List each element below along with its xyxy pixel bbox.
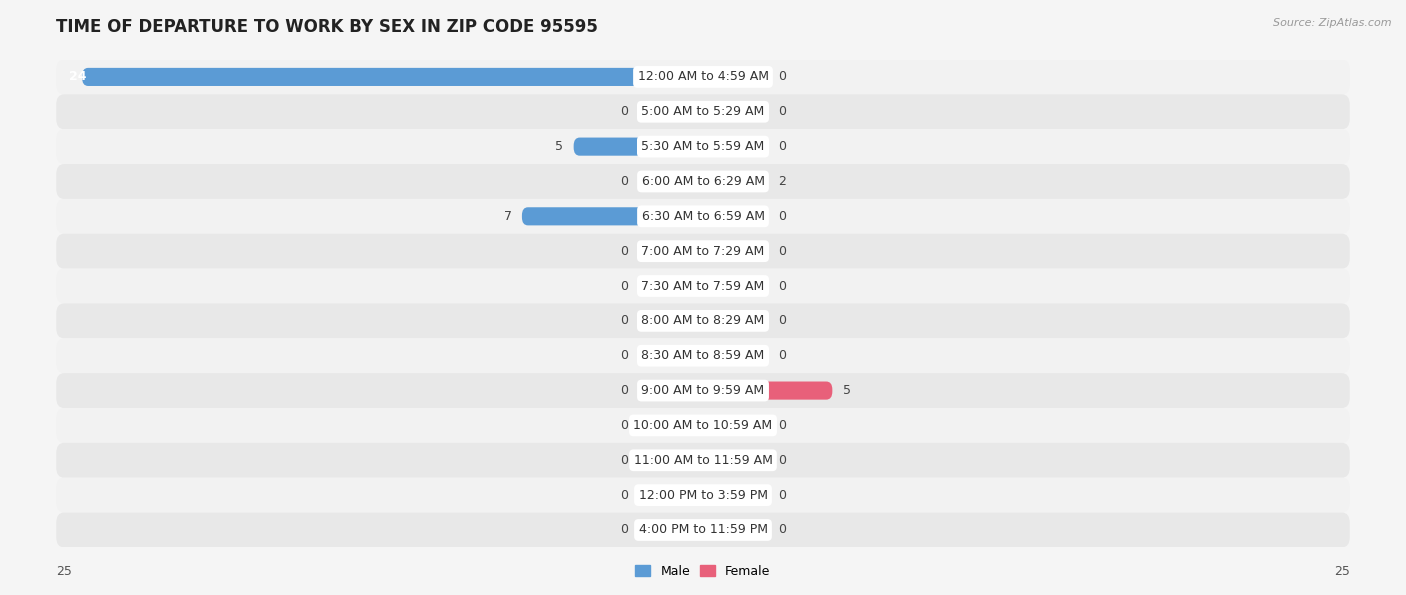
FancyBboxPatch shape (522, 207, 703, 226)
FancyBboxPatch shape (56, 512, 1350, 547)
Text: 0: 0 (778, 419, 786, 432)
FancyBboxPatch shape (638, 486, 703, 504)
Text: 0: 0 (778, 105, 786, 118)
FancyBboxPatch shape (56, 60, 1350, 95)
Text: 0: 0 (778, 70, 786, 83)
Text: 8:00 AM to 8:29 AM: 8:00 AM to 8:29 AM (641, 314, 765, 327)
FancyBboxPatch shape (638, 277, 703, 295)
Text: 5: 5 (842, 384, 851, 397)
FancyBboxPatch shape (703, 312, 768, 330)
Text: 25: 25 (56, 565, 72, 578)
Text: 0: 0 (778, 488, 786, 502)
Text: 0: 0 (620, 454, 628, 466)
Text: 0: 0 (778, 140, 786, 153)
Text: 12:00 AM to 4:59 AM: 12:00 AM to 4:59 AM (637, 70, 769, 83)
FancyBboxPatch shape (56, 478, 1350, 512)
FancyBboxPatch shape (56, 303, 1350, 339)
FancyBboxPatch shape (638, 416, 703, 434)
FancyBboxPatch shape (703, 207, 768, 226)
FancyBboxPatch shape (703, 103, 768, 121)
Text: 0: 0 (620, 175, 628, 188)
FancyBboxPatch shape (56, 164, 1350, 199)
Text: 11:00 AM to 11:59 AM: 11:00 AM to 11:59 AM (634, 454, 772, 466)
FancyBboxPatch shape (56, 443, 1350, 478)
Text: 7: 7 (503, 210, 512, 223)
Text: 10:00 AM to 10:59 AM: 10:00 AM to 10:59 AM (634, 419, 772, 432)
Text: 2: 2 (778, 175, 786, 188)
Text: 0: 0 (620, 349, 628, 362)
Text: 9:00 AM to 9:59 AM: 9:00 AM to 9:59 AM (641, 384, 765, 397)
FancyBboxPatch shape (703, 521, 768, 539)
FancyBboxPatch shape (703, 451, 768, 469)
FancyBboxPatch shape (56, 95, 1350, 129)
FancyBboxPatch shape (56, 408, 1350, 443)
Text: 0: 0 (620, 419, 628, 432)
Text: 0: 0 (620, 105, 628, 118)
Text: 6:00 AM to 6:29 AM: 6:00 AM to 6:29 AM (641, 175, 765, 188)
FancyBboxPatch shape (82, 68, 703, 86)
FancyBboxPatch shape (56, 199, 1350, 234)
FancyBboxPatch shape (638, 451, 703, 469)
Text: 25: 25 (1334, 565, 1350, 578)
FancyBboxPatch shape (56, 129, 1350, 164)
Text: 0: 0 (778, 280, 786, 293)
Text: 6:30 AM to 6:59 AM: 6:30 AM to 6:59 AM (641, 210, 765, 223)
FancyBboxPatch shape (56, 234, 1350, 268)
Text: 0: 0 (620, 384, 628, 397)
FancyBboxPatch shape (638, 521, 703, 539)
Legend: Male, Female: Male, Female (630, 560, 776, 583)
FancyBboxPatch shape (638, 381, 703, 400)
Text: 5: 5 (555, 140, 564, 153)
Text: 0: 0 (620, 488, 628, 502)
Text: Source: ZipAtlas.com: Source: ZipAtlas.com (1274, 18, 1392, 28)
Text: 7:00 AM to 7:29 AM: 7:00 AM to 7:29 AM (641, 245, 765, 258)
Text: 12:00 PM to 3:59 PM: 12:00 PM to 3:59 PM (638, 488, 768, 502)
FancyBboxPatch shape (638, 173, 703, 190)
FancyBboxPatch shape (638, 242, 703, 260)
FancyBboxPatch shape (703, 416, 768, 434)
Text: 0: 0 (620, 524, 628, 537)
FancyBboxPatch shape (703, 381, 832, 400)
Text: 0: 0 (620, 280, 628, 293)
FancyBboxPatch shape (703, 277, 768, 295)
Text: 0: 0 (778, 454, 786, 466)
Text: 0: 0 (778, 524, 786, 537)
FancyBboxPatch shape (703, 173, 768, 190)
Text: 7:30 AM to 7:59 AM: 7:30 AM to 7:59 AM (641, 280, 765, 293)
FancyBboxPatch shape (638, 103, 703, 121)
Text: 0: 0 (620, 245, 628, 258)
FancyBboxPatch shape (703, 242, 768, 260)
Text: 24: 24 (69, 70, 87, 83)
Text: 5:00 AM to 5:29 AM: 5:00 AM to 5:29 AM (641, 105, 765, 118)
FancyBboxPatch shape (703, 68, 768, 86)
Text: 4:00 PM to 11:59 PM: 4:00 PM to 11:59 PM (638, 524, 768, 537)
Text: 0: 0 (778, 349, 786, 362)
FancyBboxPatch shape (703, 137, 768, 156)
Text: 8:30 AM to 8:59 AM: 8:30 AM to 8:59 AM (641, 349, 765, 362)
FancyBboxPatch shape (638, 347, 703, 365)
Text: 5:30 AM to 5:59 AM: 5:30 AM to 5:59 AM (641, 140, 765, 153)
Text: 0: 0 (778, 245, 786, 258)
FancyBboxPatch shape (574, 137, 703, 156)
FancyBboxPatch shape (56, 339, 1350, 373)
Text: 0: 0 (620, 314, 628, 327)
Text: 0: 0 (778, 210, 786, 223)
FancyBboxPatch shape (56, 268, 1350, 303)
FancyBboxPatch shape (638, 312, 703, 330)
Text: 0: 0 (778, 314, 786, 327)
Text: TIME OF DEPARTURE TO WORK BY SEX IN ZIP CODE 95595: TIME OF DEPARTURE TO WORK BY SEX IN ZIP … (56, 18, 598, 36)
FancyBboxPatch shape (56, 373, 1350, 408)
FancyBboxPatch shape (703, 486, 768, 504)
FancyBboxPatch shape (703, 347, 768, 365)
